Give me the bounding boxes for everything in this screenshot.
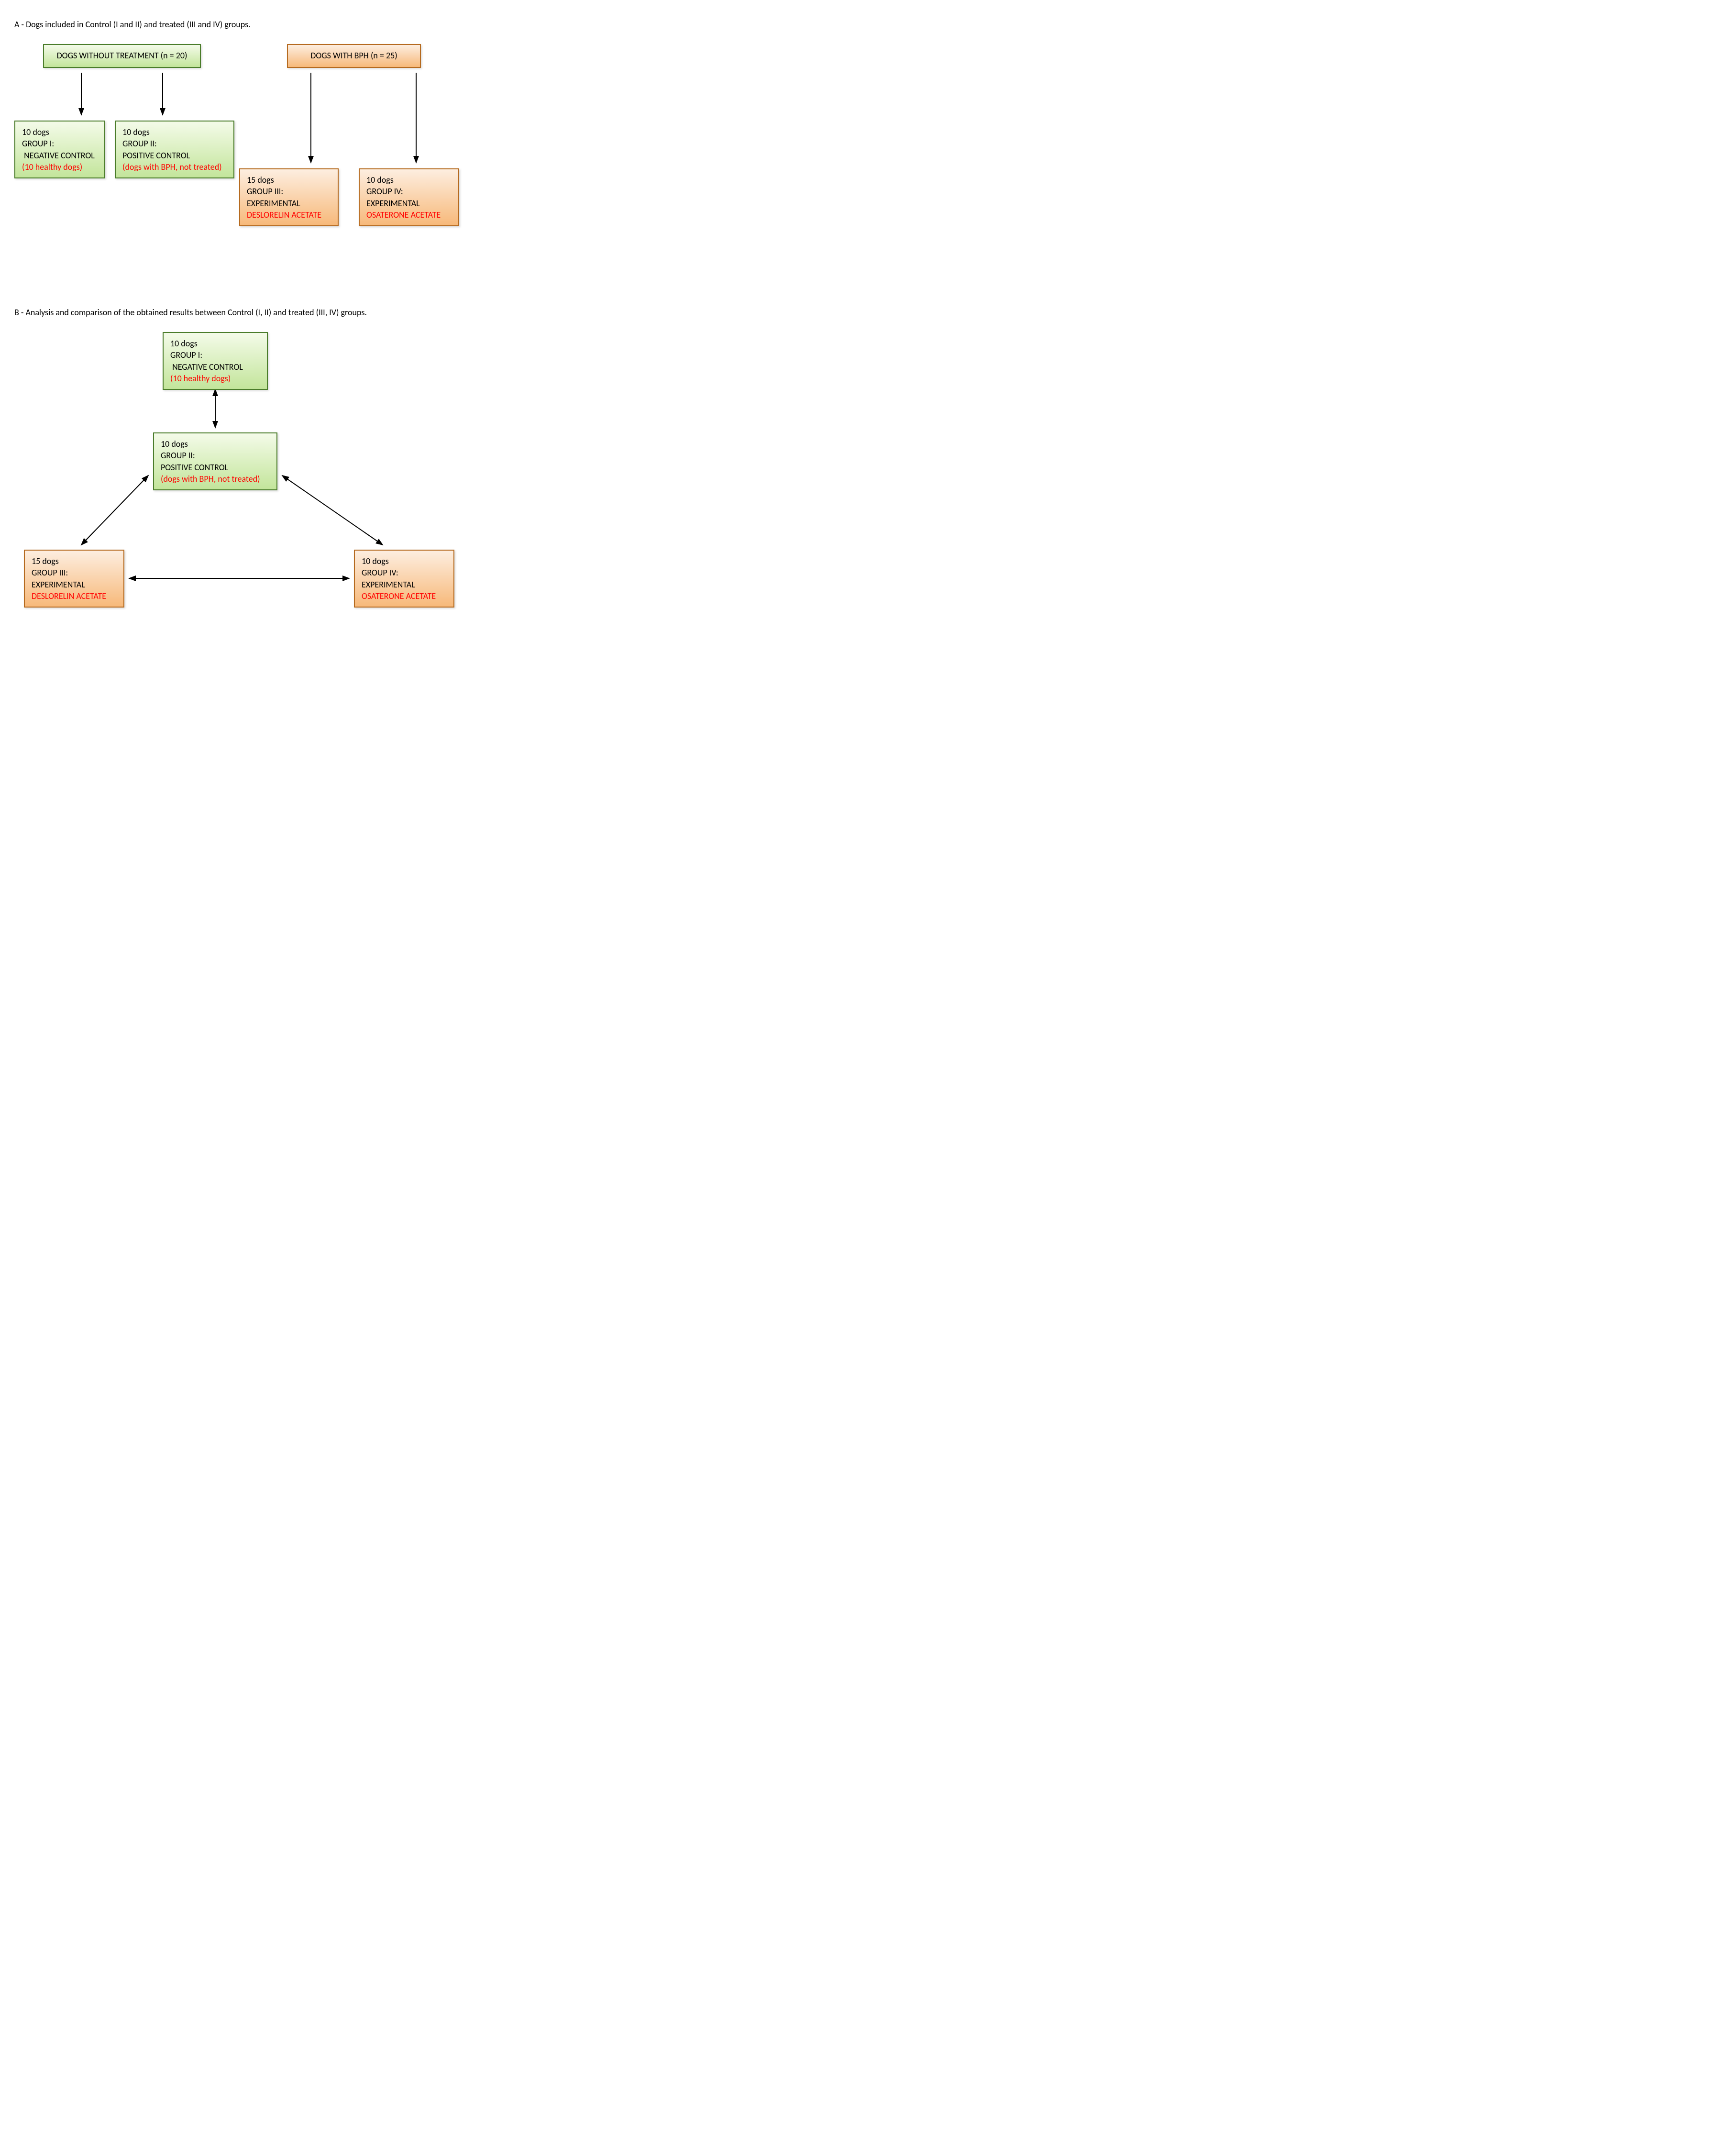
group-note: (10 healthy dogs)	[170, 373, 260, 384]
group-line: GROUP I:	[22, 138, 98, 149]
group-line: GROUP IV:	[366, 186, 452, 197]
group-note: DESLORELIN ACETATE	[247, 209, 331, 221]
header-text: DOGS WITHOUT TREATMENT (n = 20)	[57, 50, 187, 61]
group-line: GROUP III:	[32, 567, 117, 578]
section-b-title: B - Analysis and comparison of the obtai…	[14, 307, 464, 318]
group-line: 10 dogs	[22, 126, 98, 138]
group-line: EXPERIMENTAL	[247, 198, 331, 209]
dogs-without-treatment-header: DOGS WITHOUT TREATMENT (n = 20)	[43, 44, 201, 68]
group-3-deslorelin: 15 dogs GROUP III: EXPERIMENTAL DESLOREL…	[239, 168, 339, 226]
group-line: GROUP I:	[170, 349, 260, 361]
group-note: OSATERONE ACETATE	[366, 209, 452, 221]
group-line: EXPERIMENTAL	[366, 198, 452, 209]
section-a-diagram: DOGS WITHOUT TREATMENT (n = 20) DOGS WIT…	[14, 44, 474, 269]
group-line: EXPERIMENTAL	[32, 579, 117, 590]
group-note: (dogs with BPH, not treated)	[122, 161, 227, 173]
group-2-positive-control: 10 dogs GROUP II: POSITIVE CONTROL (dogs…	[153, 432, 277, 490]
group-1-negative-control: 10 dogs GROUP I: NEGATIVE CONTROL (10 he…	[163, 332, 268, 390]
dogs-with-bph-header: DOGS WITH BPH (n = 25)	[287, 44, 421, 68]
group-line: NEGATIVE CONTROL	[22, 150, 98, 161]
section-a-title: A - Dogs included in Control (I and II) …	[14, 19, 464, 30]
group-line: GROUP IV:	[362, 567, 447, 578]
group-note: (dogs with BPH, not treated)	[161, 473, 270, 485]
group-line: 15 dogs	[32, 555, 117, 567]
group-line: NEGATIVE CONTROL	[170, 361, 260, 373]
group-4-osaterone: 10 dogs GROUP IV: EXPERIMENTAL OSATERONE…	[359, 168, 459, 226]
group-line: POSITIVE CONTROL	[161, 462, 270, 473]
group-note: OSATERONE ACETATE	[362, 590, 447, 602]
section-b-diagram: 10 dogs GROUP I: NEGATIVE CONTROL (10 he…	[14, 332, 474, 619]
group-line: 10 dogs	[122, 126, 227, 138]
group-line: 10 dogs	[161, 438, 270, 450]
group-1-negative-control: 10 dogs GROUP I: NEGATIVE CONTROL (10 he…	[14, 121, 105, 178]
group-3-deslorelin: 15 dogs GROUP III: EXPERIMENTAL DESLOREL…	[24, 550, 124, 608]
group-note: DESLORELIN ACETATE	[32, 590, 117, 602]
group-note: (10 healthy dogs)	[22, 161, 98, 173]
header-text: DOGS WITH BPH (n = 25)	[310, 50, 397, 61]
group-4-osaterone: 10 dogs GROUP IV: EXPERIMENTAL OSATERONE…	[354, 550, 454, 608]
group-line: POSITIVE CONTROL	[122, 150, 227, 161]
group-line: EXPERIMENTAL	[362, 579, 447, 590]
group-line: 10 dogs	[362, 555, 447, 567]
group-line: 15 dogs	[247, 174, 331, 186]
group-line: 10 dogs	[170, 338, 260, 349]
group-line: GROUP III:	[247, 186, 331, 197]
group-line: 10 dogs	[366, 174, 452, 186]
group-line: GROUP II:	[161, 450, 270, 461]
group-2-positive-control: 10 dogs GROUP II: POSITIVE CONTROL (dogs…	[115, 121, 234, 178]
group-line: GROUP II:	[122, 138, 227, 149]
